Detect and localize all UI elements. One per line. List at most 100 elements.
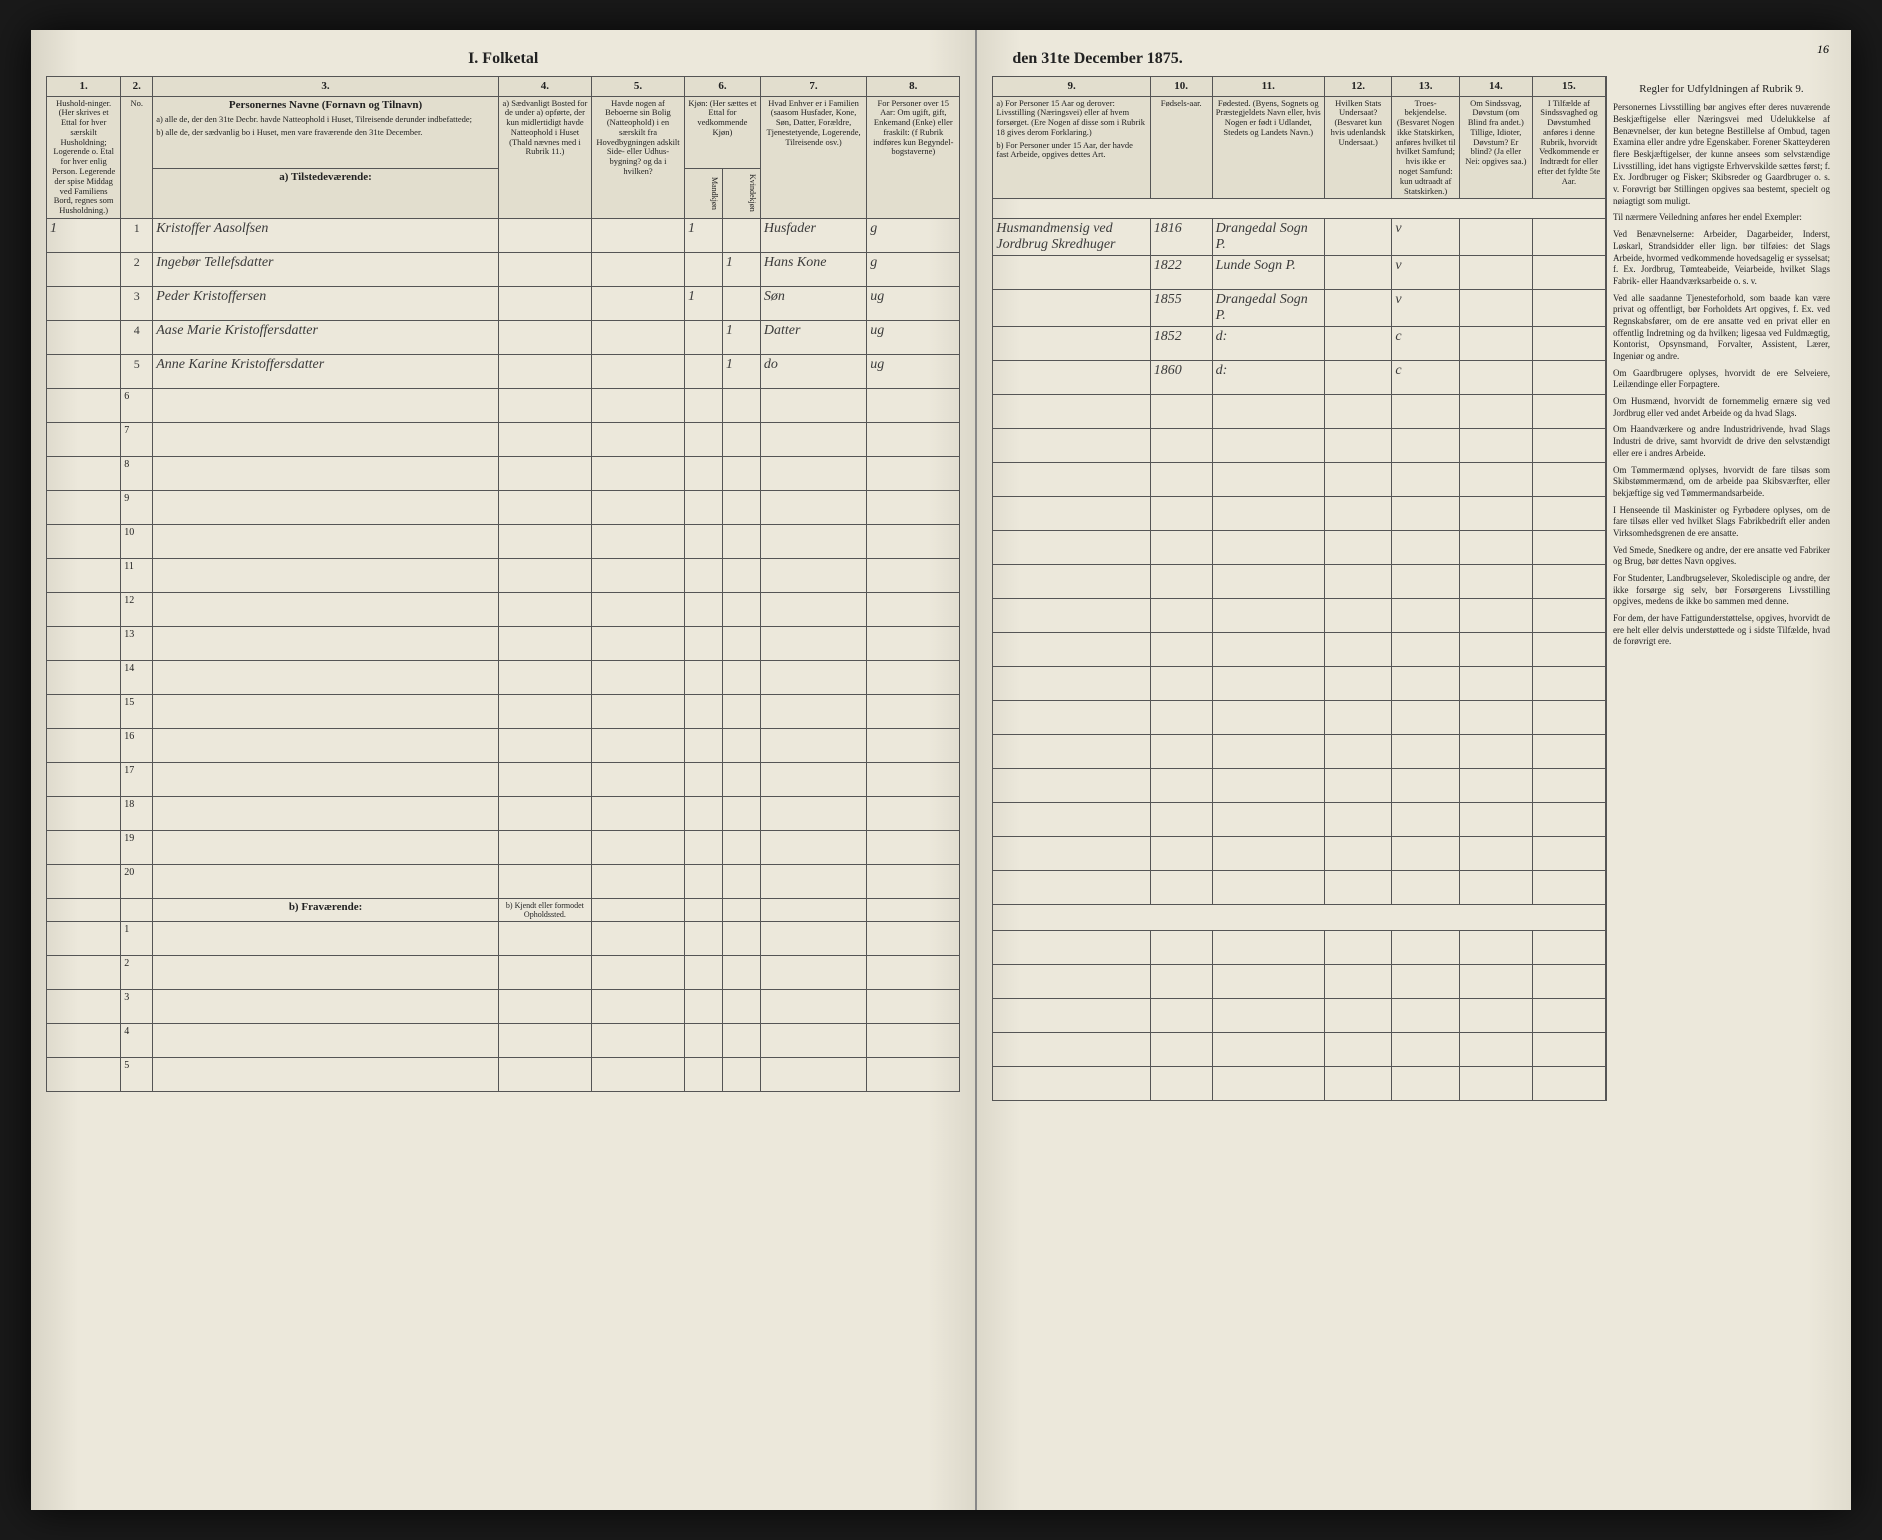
census-ledger: I. Folketal 1. 2. 3. 4. 5. 6. 7. 8. Hush… bbox=[31, 30, 1851, 1510]
table-row bbox=[993, 769, 1606, 803]
table-row: 1 bbox=[47, 921, 960, 955]
hdr-1: Hushold-ninger. (Her skrives et Ettal fo… bbox=[47, 96, 121, 218]
table-row bbox=[993, 565, 1606, 599]
colnum-5: 5. bbox=[591, 77, 684, 97]
page-title-right: den 31te December 1875. bbox=[992, 50, 1836, 68]
hdr-14: Om Sindssvag, Døvstum (om Blind fra ande… bbox=[1459, 96, 1532, 199]
table-row: 4Aase Marie Kristoffersdatter1Datterug bbox=[47, 320, 960, 354]
hdr-3a: a) alle de, der den 31te Decbr. havde Na… bbox=[156, 115, 495, 125]
hdr-8: For Personer over 15 Aar: Om ugift, gift… bbox=[867, 96, 960, 218]
hdr-4: a) Sædvanligt Bosted for de under a) opf… bbox=[498, 96, 591, 218]
table-row: 3Peder Kristoffersen1Sønug bbox=[47, 286, 960, 320]
table-row: 1822Lunde Sogn P.v bbox=[993, 256, 1606, 290]
colnum-1: 1. bbox=[47, 77, 121, 97]
page-title-left: I. Folketal bbox=[46, 50, 960, 68]
hdr-7: Hvad Enhver er i Familien (saasom Husfad… bbox=[760, 96, 866, 218]
page-number: 16 bbox=[1817, 42, 1829, 57]
table-row: 1860d:c bbox=[993, 361, 1606, 395]
section-present: a) Tilstedeværende: bbox=[153, 168, 499, 218]
hdr-6m: Mandkjøn bbox=[685, 168, 723, 218]
instruction-paragraph: Om Tømmermænd oplyses, hvorvidt de fare … bbox=[1613, 465, 1830, 500]
table-row: 2 bbox=[47, 955, 960, 989]
hdr-12: Hvilken Stats Undersaat? (Besvaret kun h… bbox=[1324, 96, 1391, 199]
table-row bbox=[993, 667, 1606, 701]
instruction-paragraph: Ved alle saadanne Tjenesteforhold, som b… bbox=[1613, 293, 1830, 363]
table-row bbox=[993, 497, 1606, 531]
colnum-4: 4. bbox=[498, 77, 591, 97]
col-header-row-r: a) For Personer 15 Aar og derover: Livss… bbox=[993, 96, 1606, 199]
colnum-3: 3. bbox=[153, 77, 499, 97]
instruction-paragraph: For dem, der have Fattigunderstøttelse, … bbox=[1613, 613, 1830, 648]
table-row: 4 bbox=[47, 1023, 960, 1057]
hdr-15: I Tilfælde af Sindssvaghed og Døvstumhed… bbox=[1532, 96, 1605, 199]
table-row bbox=[993, 701, 1606, 735]
table-row: 18 bbox=[47, 796, 960, 830]
hdr-6: Kjøn: (Her sættes et Ettal for vedkommen… bbox=[685, 96, 761, 168]
instruction-paragraph: Ved Smede, Snedkere og andre, der ere an… bbox=[1613, 545, 1830, 568]
instruction-paragraph: For Studenter, Landbrugselever, Skoledis… bbox=[1613, 573, 1830, 608]
table-row: 11 bbox=[47, 558, 960, 592]
table-row: 9 bbox=[47, 490, 960, 524]
col-number-row-r: 9. 10. 11. 12. 13. 14. 15. bbox=[993, 77, 1606, 97]
table-row bbox=[993, 735, 1606, 769]
table-row: 19 bbox=[47, 830, 960, 864]
table-row: 6 bbox=[47, 388, 960, 422]
table-row bbox=[993, 633, 1606, 667]
table-row bbox=[993, 599, 1606, 633]
table-row: 1852d:c bbox=[993, 327, 1606, 361]
table-row: 3 bbox=[47, 989, 960, 1023]
table-row bbox=[993, 531, 1606, 565]
colnum-14: 14. bbox=[1459, 77, 1532, 97]
hdr-3: Personernes Navne (Fornavn og Tilnavn) a… bbox=[153, 96, 499, 168]
table-row: 17 bbox=[47, 762, 960, 796]
hdr-13: Troes-bekjendelse. (Besvaret Nogen ikke … bbox=[1392, 96, 1459, 199]
colnum-10: 10. bbox=[1150, 77, 1212, 97]
table-row bbox=[993, 803, 1606, 837]
table-row: 2Ingebør Tellefsdatter1Hans Koneg bbox=[47, 252, 960, 286]
table-row: 5Anne Karine Kristoffersdatter1doug bbox=[47, 354, 960, 388]
table-row: 15 bbox=[47, 694, 960, 728]
table-row bbox=[993, 463, 1606, 497]
instructions-header: Regler for Udfyldningen af Rubrik 9. bbox=[1613, 82, 1830, 96]
table-row bbox=[993, 395, 1606, 429]
table-row: Husmandmensig ved Jordbrug Skredhuger181… bbox=[993, 219, 1606, 256]
table-row: 20 bbox=[47, 864, 960, 898]
colnum-7: 7. bbox=[760, 77, 866, 97]
table-row: 1855Drangedal Sogn P.v bbox=[993, 290, 1606, 327]
hdr-3b: b) alle de, der sædvanlig bo i Huset, me… bbox=[156, 128, 495, 138]
hdr-11: Fødested. (Byens, Sognets og Præstegjeld… bbox=[1212, 96, 1324, 199]
colnum-13: 13. bbox=[1392, 77, 1459, 97]
colnum-12: 12. bbox=[1324, 77, 1391, 97]
table-row: 16 bbox=[47, 728, 960, 762]
table-row: 14 bbox=[47, 660, 960, 694]
instruction-paragraph: Om Husmænd, hvorvidt de fornemmelig ernæ… bbox=[1613, 396, 1830, 419]
colnum-2: 2. bbox=[121, 77, 153, 97]
hdr-10: Fødsels-aar. bbox=[1150, 96, 1212, 199]
left-page: I. Folketal 1. 2. 3. 4. 5. 6. 7. 8. Hush… bbox=[31, 30, 977, 1510]
instruction-paragraph: Til nærmere Veiledning anføres her endel… bbox=[1613, 212, 1830, 224]
table-row: 11Kristoffer Aasolfsen1Husfaderg bbox=[47, 218, 960, 252]
table-row bbox=[993, 837, 1606, 871]
table-row bbox=[993, 1033, 1606, 1067]
census-table-left: 1. 2. 3. 4. 5. 6. 7. 8. Hushold-ninger. … bbox=[46, 76, 960, 1092]
absent-col4: b) Kjendt eller formodet Opholdssted. bbox=[498, 898, 591, 921]
absent-header-row: b) Fraværende: b) Kjendt eller formodet … bbox=[47, 898, 960, 921]
table-row: 13 bbox=[47, 626, 960, 660]
colnum-11: 11. bbox=[1212, 77, 1324, 97]
hdr-9b: b) For Personer under 15 Aar, der havde … bbox=[996, 141, 1146, 161]
instruction-paragraph: Om Gaardbrugere oplyses, hvorvidt de ere… bbox=[1613, 368, 1830, 391]
table-row: 12 bbox=[47, 592, 960, 626]
section-absent: b) Fraværende: bbox=[153, 898, 499, 921]
instruction-paragraph: I Henseende til Maskinister og Fyrbødere… bbox=[1613, 505, 1830, 540]
instruction-paragraph: Personernes Livsstilling bør angives eft… bbox=[1613, 102, 1830, 207]
table-row: 7 bbox=[47, 422, 960, 456]
hdr-9a: a) For Personer 15 Aar og derover: Livss… bbox=[996, 99, 1146, 138]
hdr-6k: Kvindekjøn bbox=[722, 168, 760, 218]
instruction-paragraph: Ved Benævnelserne: Arbeider, Dagarbeider… bbox=[1613, 229, 1830, 287]
table-row: 8 bbox=[47, 456, 960, 490]
instruction-paragraph: Om Haandværkere og andre Industridrivend… bbox=[1613, 424, 1830, 459]
table-row: 10 bbox=[47, 524, 960, 558]
hdr-9: a) For Personer 15 Aar og derover: Livss… bbox=[993, 96, 1150, 199]
table-row: 5 bbox=[47, 1057, 960, 1091]
col-number-row: 1. 2. 3. 4. 5. 6. 7. 8. bbox=[47, 77, 960, 97]
